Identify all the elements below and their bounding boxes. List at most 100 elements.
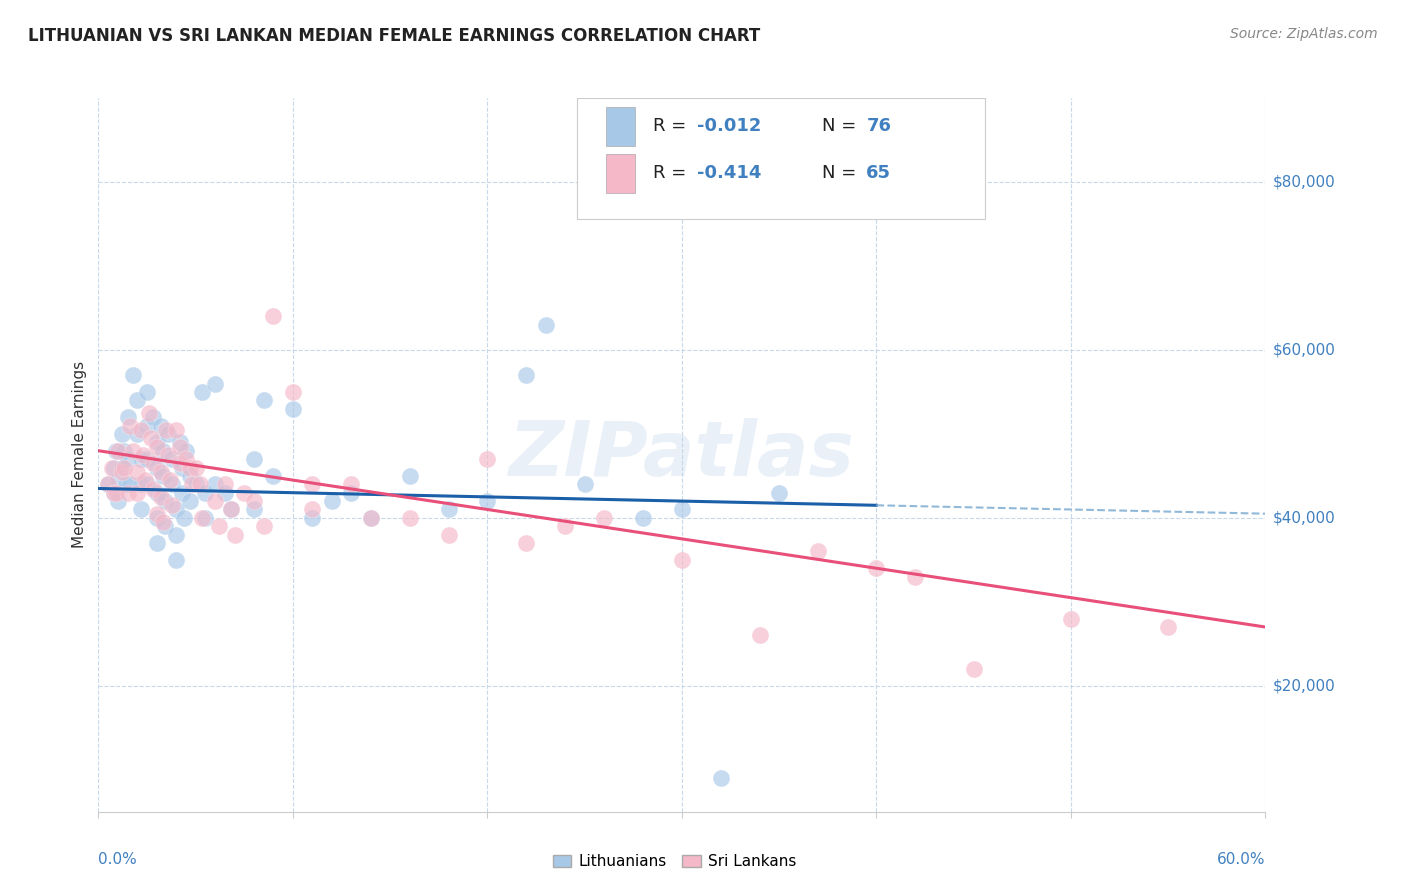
Point [204,477,226,491]
Point [122,368,145,383]
Point [243,452,266,467]
Point [169,435,191,450]
Point [118,418,141,433]
Point [146,485,169,500]
Point [1157,620,1180,634]
Point [224,527,246,541]
Text: $20,000: $20,000 [1272,678,1336,693]
Point [340,485,363,500]
Point [129,502,152,516]
Point [159,473,181,487]
Bar [606,153,636,193]
Point [111,465,134,479]
Point [155,423,177,437]
Text: $40,000: $40,000 [1272,510,1336,525]
Bar [606,107,636,146]
Point [179,494,201,508]
Point [104,443,127,458]
Point [114,477,136,491]
Point [574,477,596,491]
Point [301,477,323,491]
Point [149,465,172,479]
Point [962,662,984,676]
Point [534,318,557,332]
Point [180,477,202,491]
Point [671,502,693,516]
Point [153,519,176,533]
Point [107,443,129,458]
Point [1060,612,1083,626]
Point [398,511,420,525]
Text: N =: N = [823,164,862,182]
Point [157,448,180,462]
Point [174,452,197,467]
Point [142,482,165,496]
Point [170,460,193,475]
Point [437,502,460,516]
Point [111,460,134,475]
Point [243,502,266,516]
Point [768,485,790,500]
Point [149,490,172,504]
Text: Source: ZipAtlas.com: Source: ZipAtlas.com [1230,27,1378,41]
Point [112,443,135,458]
Point [214,477,236,491]
Point [127,426,149,441]
Point [127,465,149,479]
FancyBboxPatch shape [576,98,986,219]
Point [117,410,139,425]
Point [204,494,226,508]
Point [437,527,460,541]
Point [904,569,927,583]
Text: $80,000: $80,000 [1272,175,1336,190]
Point [360,511,382,525]
Point [631,175,654,189]
Point [253,393,276,408]
Point [129,423,152,437]
Point [146,435,169,450]
Point [169,440,191,454]
Point [136,418,159,433]
Point [103,485,125,500]
Point [107,473,129,487]
Text: -0.414: -0.414 [697,164,762,182]
Point [710,771,733,785]
Point [281,384,304,399]
Point [807,544,830,558]
Point [127,485,149,500]
Point [173,511,195,525]
Point [360,511,382,525]
Point [152,515,174,529]
Point [174,443,197,458]
Point [321,494,343,508]
Point [97,477,120,491]
Text: 0.0%: 0.0% [98,852,138,867]
Point [146,440,169,454]
Point [162,477,184,491]
Point [748,628,770,642]
Point [153,494,176,508]
Point [165,553,187,567]
Point [219,502,242,516]
Text: 60.0%: 60.0% [1218,852,1265,867]
Point [190,384,212,399]
Point [157,426,180,441]
Point [515,536,537,550]
Point [194,485,217,500]
Point [136,452,159,467]
Point [204,376,226,391]
Point [477,452,499,467]
Point [162,498,184,512]
Point [253,519,276,533]
Point [132,448,155,462]
Text: R =: R = [652,117,692,135]
Point [631,511,654,525]
Point [127,393,149,408]
Text: N =: N = [823,117,862,135]
Point [165,527,187,541]
Point [138,406,160,420]
Point [129,452,152,467]
Point [515,368,537,383]
Point [477,494,499,508]
Point [170,485,193,500]
